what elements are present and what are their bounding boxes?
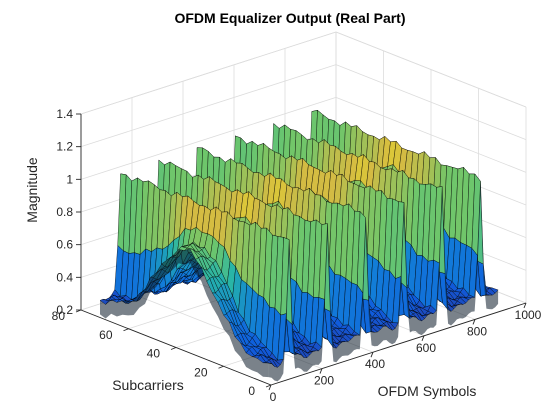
surface-left-edge bbox=[100, 248, 269, 378]
x-tick-mark bbox=[421, 335, 425, 341]
surface-plot bbox=[99, 109, 499, 382]
chart-title: OFDM Equalizer Output (Real Part) bbox=[174, 10, 405, 26]
x-tick-label: 600 bbox=[416, 341, 436, 355]
x-tick-mark bbox=[523, 302, 527, 309]
z-tick-label: 1 bbox=[66, 172, 73, 186]
z-tick-label: 0.8 bbox=[56, 205, 73, 219]
y-tick-label: 80 bbox=[52, 309, 66, 323]
x-tick-label: 1000 bbox=[515, 308, 542, 322]
x-axis-line bbox=[270, 302, 527, 386]
x-tick-label: 800 bbox=[467, 324, 487, 338]
x-tick-label: 400 bbox=[365, 357, 385, 371]
z-tick-label: 1.4 bbox=[56, 107, 73, 121]
box-edge bbox=[80, 31, 337, 115]
z-tick-label: 1.2 bbox=[56, 140, 73, 154]
box-edge bbox=[335, 31, 527, 108]
surface-front-edge bbox=[268, 181, 499, 382]
y-tick-mark bbox=[170, 347, 177, 350]
x-tick-mark bbox=[370, 352, 374, 358]
y-tick-mark bbox=[218, 365, 224, 369]
x-tick-label: 0 bbox=[270, 390, 277, 404]
y-tick-label: 0 bbox=[248, 384, 255, 398]
grid-line bbox=[80, 96, 337, 180]
z-tick-label: 0.4 bbox=[56, 270, 73, 284]
z-axis-label: Magnitude bbox=[24, 157, 40, 223]
x-axis-label: OFDM Symbols bbox=[378, 383, 477, 399]
tick-labels: 0 200 400 600 800 1000 0 20 40 60 800.2 0.4 0.6 0.8 1 1… bbox=[52, 107, 542, 404]
grid-line bbox=[80, 64, 337, 148]
x-tick-label: 200 bbox=[314, 374, 334, 388]
axes bbox=[75, 113, 527, 391]
y-tick-label: 20 bbox=[194, 365, 208, 379]
x-tick-mark bbox=[268, 384, 272, 391]
x-tick-mark bbox=[319, 368, 323, 374]
y-axis-label: Subcarriers bbox=[112, 377, 184, 393]
y-tick-label: 40 bbox=[147, 347, 161, 361]
y-tick-label: 60 bbox=[99, 328, 113, 342]
z-tick-label: 0.6 bbox=[56, 238, 73, 252]
y-tick-mark bbox=[265, 384, 272, 388]
y-tick-mark bbox=[123, 328, 129, 332]
z-tick-label: 0.2 bbox=[56, 303, 73, 317]
x-tick-mark bbox=[472, 319, 476, 325]
